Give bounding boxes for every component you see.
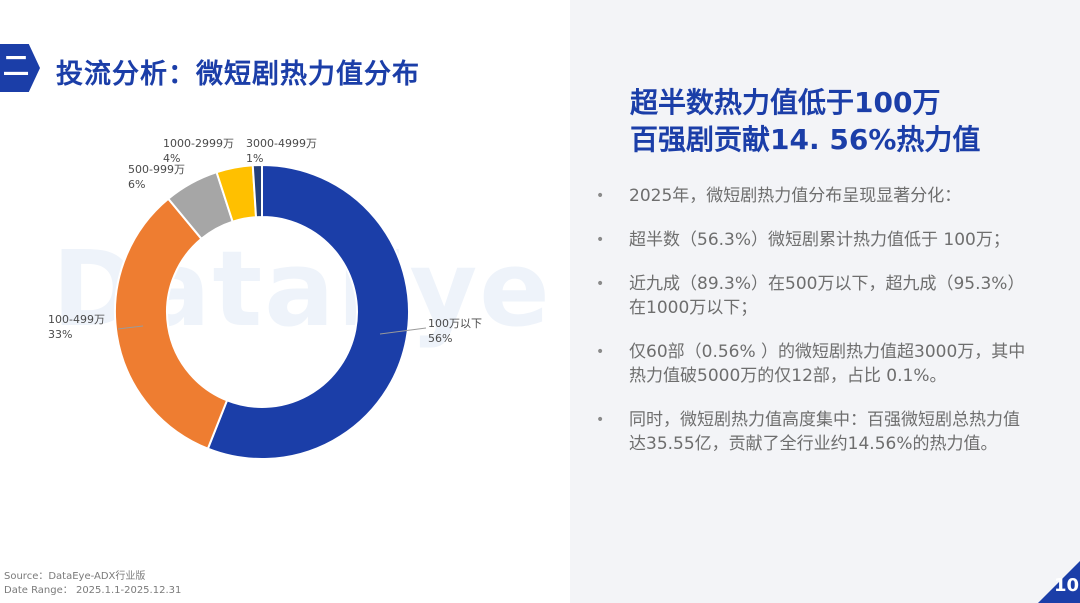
bullet-dot: • <box>596 344 605 360</box>
label-1000-2999-name: 1000-2999万 <box>163 137 234 150</box>
label-under-100: 100万以下 56% <box>428 316 482 346</box>
leader-line-under-100 <box>379 327 427 335</box>
label-under-100-value: 56% <box>428 332 453 345</box>
slice-3000-4999 <box>251 163 263 219</box>
section-title: 投流分析：微短剧热力值分布 <box>56 59 420 90</box>
bullet-text: 同时，微短剧热力值高度集中：百强微短剧总热力值达35.55亿，贡献了全行业约14… <box>629 410 1020 454</box>
headline-line-2: 百强剧贡献14. 56%热力值 <box>630 123 981 156</box>
date-range-line: Date Range： 2025.1.1-2025.12.31 <box>4 585 182 596</box>
label-500-999-value: 6% <box>128 178 146 191</box>
donut-chart <box>114 163 427 460</box>
bullet-item: • 仅60部（0.56% ）的微短剧热力值超3000万，其中热力值破5000万的仅… <box>596 340 1036 388</box>
label-1000-2999-value: 4% <box>163 152 181 165</box>
slice-100 <box>206 163 410 460</box>
bullet-text: 2025年，微短剧热力值分布呈现显著分化： <box>629 186 962 206</box>
label-3000-4999: 3000-4999万 1% <box>246 136 317 166</box>
label-1000-2999: 1000-2999万 4% <box>163 136 234 166</box>
bullet-item: • 超半数（56.3%）微短剧累计热力值低于 100万； <box>596 228 1036 252</box>
bullet-text: 近九成（89.3%）在500万以下，超九成（95.3%）在1000万以下； <box>629 274 1025 318</box>
bullet-dot: • <box>596 232 605 248</box>
bullet-dot: • <box>596 276 605 292</box>
slice-100-499 <box>114 197 229 450</box>
source-line: Source：DataEye-ADX行业版 <box>4 571 146 582</box>
section-badge-text: 二 <box>3 52 30 82</box>
bullet-item: • 同时，微短剧热力值高度集中：百强微短剧总热力值达35.55亿，贡献了全行业约1… <box>596 408 1036 456</box>
bullet-dot: • <box>596 188 605 204</box>
headline: 超半数热力值低于100万 百强剧贡献14. 56%热力值 <box>630 84 1050 158</box>
left-pane <box>0 0 570 603</box>
label-under-100-name: 100万以下 <box>428 317 482 330</box>
label-100-499-name: 100-499万 <box>48 313 105 326</box>
bullet-text: 超半数（56.3%）微短剧累计热力值低于 100万； <box>629 230 1010 250</box>
bullet-item: • 2025年，微短剧热力值分布呈现显著分化： <box>596 184 1036 208</box>
label-100-499: 100-499万 33% <box>48 312 105 342</box>
bullet-dot: • <box>596 412 605 428</box>
label-500-999-name: 500-999万 <box>128 163 185 176</box>
label-3000-4999-name: 3000-4999万 <box>246 137 317 150</box>
headline-line-1: 超半数热力值低于100万 <box>630 86 941 119</box>
label-3000-4999-value: 1% <box>246 152 264 165</box>
bullet-list: • 2025年，微短剧热力值分布呈现显著分化： • 超半数（56.3%）微短剧累计热… <box>596 184 1036 476</box>
page-number: 10 <box>1054 575 1080 596</box>
bullet-item: • 近九成（89.3%）在500万以下，超九成（95.3%）在1000万以下； <box>596 272 1036 320</box>
leader-line-100-499 <box>117 325 144 330</box>
right-pane <box>570 0 1080 603</box>
source-note: Source：DataEye-ADX行业版 Date Range： 2025.1… <box>4 570 181 598</box>
bullet-text: 仅60部（0.56% ）的微短剧热力值超3000万，其中热力值破5000万的仅1… <box>629 342 1026 386</box>
label-500-999: 500-999万 6% <box>128 162 185 192</box>
label-100-499-value: 33% <box>48 328 73 341</box>
